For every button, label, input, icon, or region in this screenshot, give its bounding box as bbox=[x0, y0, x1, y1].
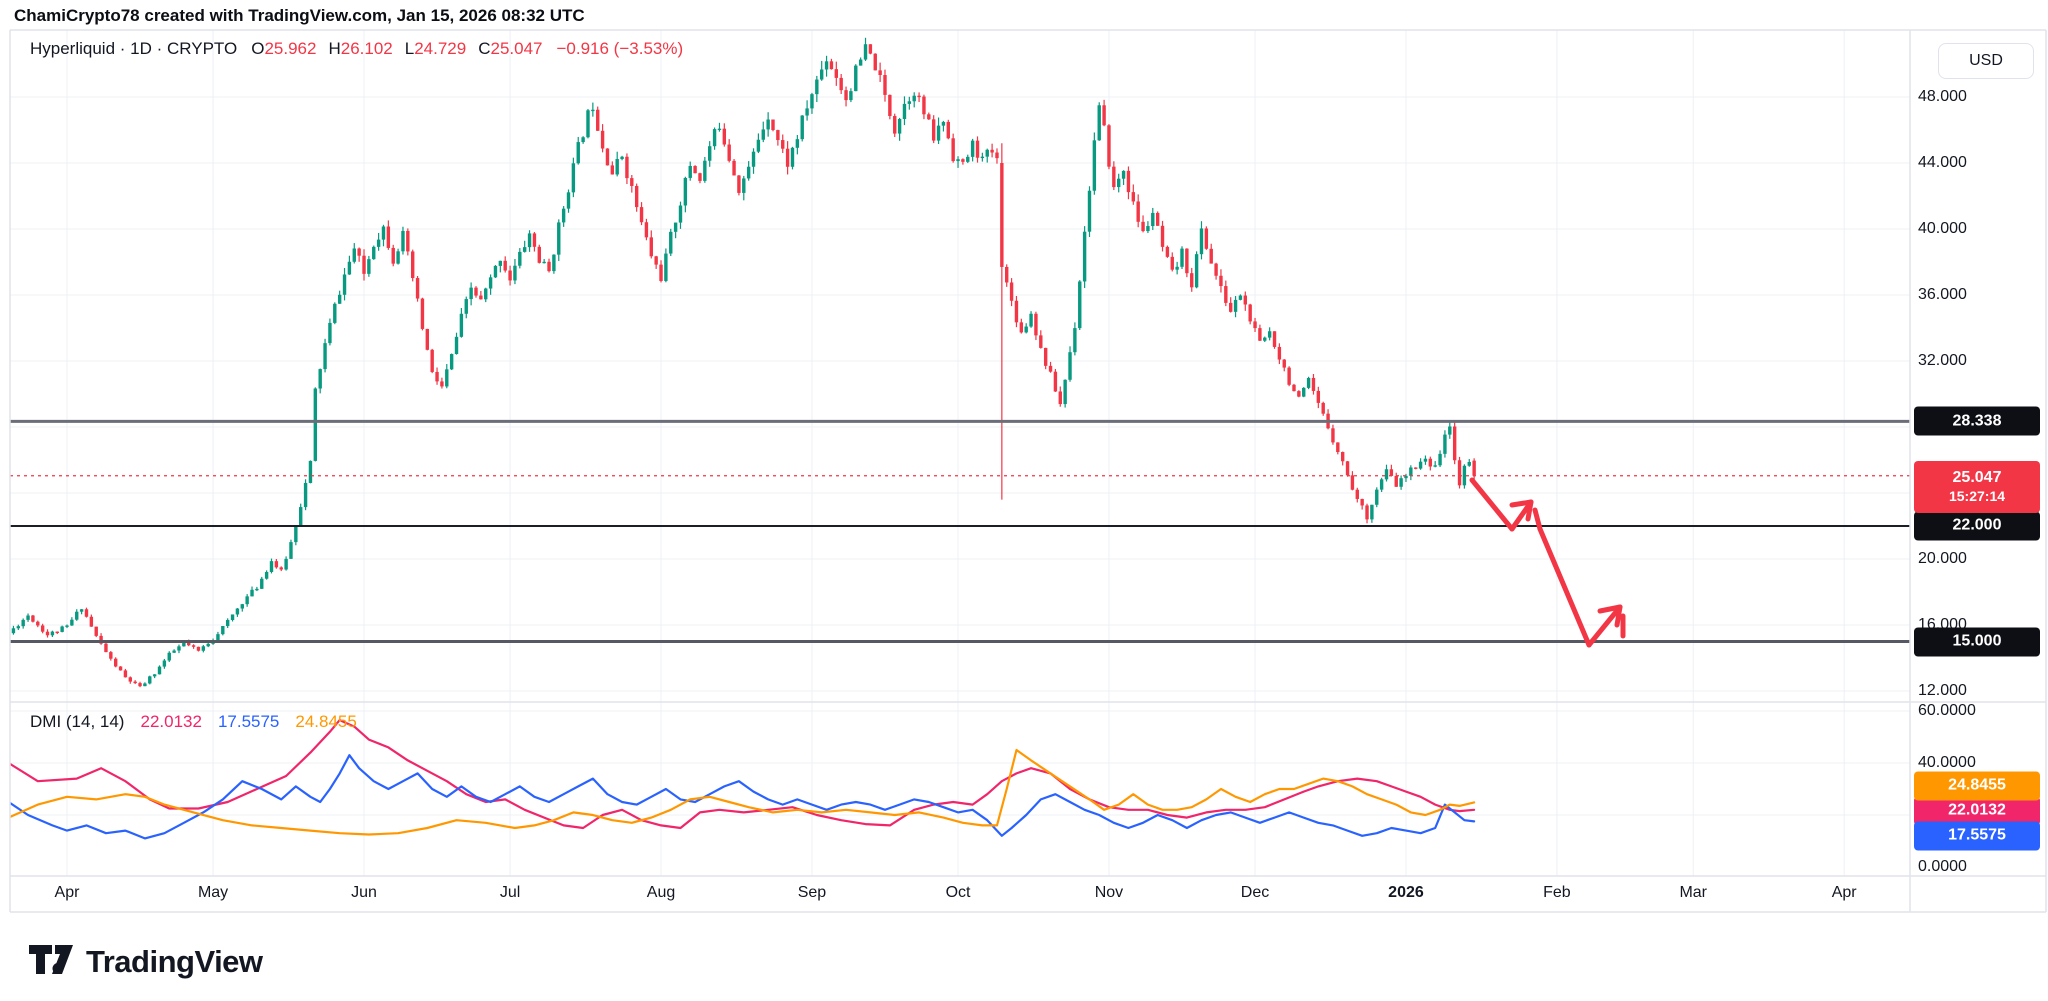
ohlc-l: L24.729 bbox=[404, 39, 467, 58]
chart-frame bbox=[9, 29, 2047, 913]
time-axis-label-Apr[interactable]: Apr bbox=[54, 884, 80, 901]
dmi-line-ADX bbox=[10, 748, 1476, 836]
projection-arrow-drawing bbox=[1469, 477, 1626, 648]
symbol-legend[interactable]: Hyperliquid · 1D · CRYPTO O25.962 H26.102… bbox=[30, 39, 683, 59]
dmi-value--DI: 22.0132 bbox=[140, 712, 202, 731]
tradingview-logo[interactable]: TradingView bbox=[28, 942, 263, 982]
dmi-lines bbox=[10, 718, 1476, 840]
price-axis-tick: 20.000 bbox=[1918, 550, 1967, 567]
dmi-value-+DI: 17.5575 bbox=[217, 712, 280, 731]
dmi-value-ADX: 24.8455 bbox=[295, 712, 357, 731]
dmi-line--DI bbox=[10, 718, 1476, 830]
dmi-value-chip-+DI: 17.5575 bbox=[1914, 821, 2040, 851]
tradingview-logo-text: TradingView bbox=[86, 944, 263, 979]
price-level-chip: 22.000 bbox=[1914, 511, 2040, 541]
price-axis-tick: 12.000 bbox=[1918, 682, 1967, 699]
time-axis-label-Nov[interactable]: Nov bbox=[1094, 884, 1124, 901]
dmi-axis-tick: 40.0000 bbox=[1918, 754, 1976, 771]
time-axis-label-Sep[interactable]: Sep bbox=[797, 884, 827, 901]
time-axis-label-Jun[interactable]: Jun bbox=[351, 884, 377, 901]
price-level-chip: 28.338 bbox=[1914, 406, 2040, 436]
price-axis-tick: 44.000 bbox=[1918, 154, 1967, 171]
dmi-values: 22.0132 17.5575 24.8455 bbox=[140, 712, 356, 732]
grid-lines bbox=[10, 30, 1910, 876]
dmi-value-chip--DI: 22.0132 bbox=[1914, 796, 2040, 826]
time-axis-label-Oct[interactable]: Oct bbox=[945, 884, 971, 901]
time-axis-label-May[interactable]: May bbox=[197, 884, 229, 901]
bar-countdown: 15:27:14 bbox=[1948, 487, 2006, 504]
currency-label: USD bbox=[1969, 52, 2003, 69]
dmi-title: DMI (14, 14) bbox=[30, 712, 125, 731]
price-axis-tick: 48.000 bbox=[1918, 88, 1967, 105]
price-axis-tick: 36.000 bbox=[1918, 286, 1967, 303]
time-axis-label-Aug[interactable]: Aug bbox=[646, 884, 676, 901]
dmi-axis-tick: 0.0000 bbox=[1918, 858, 1967, 875]
ohlc-values: O25.962 H26.102 L24.729 C25.047 bbox=[251, 39, 542, 59]
time-axis-label-Feb[interactable]: Feb bbox=[1543, 884, 1571, 901]
price-level-chip: 15.000 bbox=[1914, 627, 2040, 656]
dmi-value-chip-ADX: 24.8455 bbox=[1914, 771, 2040, 801]
change-value: −0.916 (−3.53%) bbox=[556, 39, 684, 58]
last-price-value: 25.047 bbox=[1952, 469, 2002, 487]
attribution-text: ChamiCrypto78 created with TradingView.c… bbox=[14, 6, 585, 25]
tradingview-logo-icon bbox=[29, 945, 73, 974]
time-axis-label-Jul[interactable]: Jul bbox=[499, 884, 521, 901]
ohlc-o: O25.962 bbox=[251, 39, 317, 58]
dmi-line-+DI bbox=[10, 754, 1476, 840]
currency-toggle-button[interactable]: USD bbox=[1938, 43, 2034, 79]
time-axis-label-Apr[interactable]: Apr bbox=[1831, 884, 1857, 901]
time-axis-label-2026[interactable]: 2026 bbox=[1388, 884, 1424, 901]
price-axis-tick: 32.000 bbox=[1918, 352, 1967, 369]
price-axis-tick: 40.000 bbox=[1918, 220, 1967, 237]
ohlc-h: H26.102 bbox=[328, 39, 393, 58]
dmi-indicator-legend[interactable]: DMI (14, 14) 22.0132 17.5575 24.8455 bbox=[30, 712, 357, 732]
dmi-axis-tick: 60.0000 bbox=[1918, 702, 1976, 719]
candles bbox=[10, 37, 1476, 688]
time-axis-label-Mar[interactable]: Mar bbox=[1679, 884, 1708, 901]
time-axis-label-Dec[interactable]: Dec bbox=[1240, 884, 1270, 901]
symbol-title: Hyperliquid · 1D · CRYPTO bbox=[30, 39, 238, 58]
ohlc-c: C25.047 bbox=[478, 39, 543, 58]
last-price-chip: 25.047 15:27:14 bbox=[1914, 460, 2040, 513]
